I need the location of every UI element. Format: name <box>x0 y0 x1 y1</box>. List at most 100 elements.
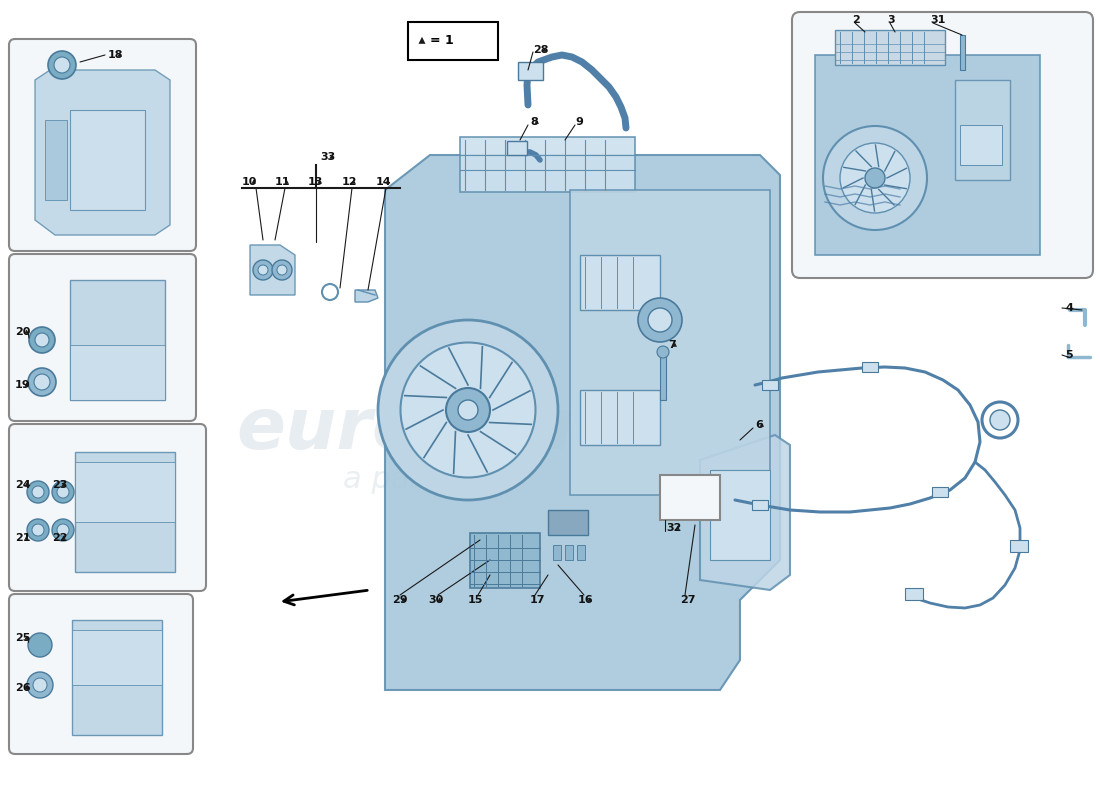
Text: 16: 16 <box>578 595 594 605</box>
Polygon shape <box>252 179 256 184</box>
Text: 2: 2 <box>852 15 860 25</box>
Bar <box>862 362 878 372</box>
Polygon shape <box>438 598 442 602</box>
Polygon shape <box>542 47 547 52</box>
Polygon shape <box>760 422 764 426</box>
Bar <box>960 125 1002 165</box>
Bar <box>660 355 666 400</box>
Bar <box>72 620 162 735</box>
Circle shape <box>446 388 490 432</box>
Bar <box>518 62 543 80</box>
Polygon shape <box>250 245 295 295</box>
Bar <box>507 141 527 155</box>
Polygon shape <box>402 598 406 602</box>
Circle shape <box>34 374 50 390</box>
Text: 23: 23 <box>52 480 67 490</box>
Bar <box>660 475 720 520</box>
Circle shape <box>52 481 74 503</box>
Text: 8: 8 <box>530 117 538 127</box>
Bar <box>70 345 165 400</box>
Bar <box>470 533 540 588</box>
Text: 29: 29 <box>392 595 408 605</box>
Text: 25: 25 <box>15 633 31 643</box>
Polygon shape <box>62 535 66 540</box>
Bar <box>580 255 660 310</box>
Circle shape <box>840 143 910 213</box>
Text: 27: 27 <box>680 595 695 605</box>
Circle shape <box>52 519 74 541</box>
Text: 11: 11 <box>275 177 290 187</box>
Text: 26: 26 <box>15 683 31 693</box>
Bar <box>45 120 67 200</box>
Polygon shape <box>700 435 790 590</box>
Bar <box>565 545 573 560</box>
Bar <box>955 80 1010 180</box>
Polygon shape <box>62 482 66 486</box>
Bar <box>70 110 145 210</box>
Circle shape <box>648 308 672 332</box>
Text: 6: 6 <box>755 420 763 430</box>
Circle shape <box>28 672 53 698</box>
Polygon shape <box>675 526 680 530</box>
Circle shape <box>54 57 70 73</box>
Text: 30: 30 <box>428 595 443 605</box>
FancyBboxPatch shape <box>9 424 206 591</box>
Polygon shape <box>285 179 289 184</box>
Circle shape <box>657 346 669 358</box>
Text: 4: 4 <box>1065 303 1072 313</box>
Bar <box>580 390 660 445</box>
Circle shape <box>28 481 50 503</box>
Bar <box>932 487 948 497</box>
Text: 31: 31 <box>930 15 945 25</box>
Circle shape <box>272 260 292 280</box>
Polygon shape <box>329 154 333 158</box>
Bar <box>960 35 965 70</box>
Bar <box>570 190 770 495</box>
Circle shape <box>378 320 558 500</box>
Text: = 1: = 1 <box>430 34 453 47</box>
Text: 20: 20 <box>15 327 31 337</box>
Text: 3: 3 <box>887 15 894 25</box>
Circle shape <box>29 327 55 353</box>
Circle shape <box>990 410 1010 430</box>
Circle shape <box>32 524 44 536</box>
Text: 13: 13 <box>308 177 323 187</box>
Bar <box>553 545 561 560</box>
Text: 32: 32 <box>666 523 681 533</box>
Text: 12: 12 <box>342 177 358 187</box>
Polygon shape <box>672 342 676 346</box>
Text: 33: 33 <box>320 152 336 162</box>
Bar <box>408 22 498 60</box>
Bar <box>1010 540 1028 552</box>
Circle shape <box>57 486 69 498</box>
Polygon shape <box>24 482 29 486</box>
Circle shape <box>35 333 50 347</box>
Circle shape <box>638 298 682 342</box>
FancyBboxPatch shape <box>9 594 192 754</box>
Circle shape <box>28 633 52 657</box>
Bar <box>75 462 175 522</box>
FancyBboxPatch shape <box>9 39 196 251</box>
Bar <box>460 137 635 192</box>
Polygon shape <box>355 290 378 302</box>
Circle shape <box>277 265 287 275</box>
Text: 18: 18 <box>108 50 123 60</box>
Polygon shape <box>35 70 170 235</box>
Polygon shape <box>24 686 29 690</box>
Text: 24: 24 <box>15 480 31 490</box>
Polygon shape <box>351 179 355 184</box>
Text: 9: 9 <box>575 117 583 127</box>
FancyBboxPatch shape <box>9 254 196 421</box>
Bar <box>75 452 175 572</box>
Bar <box>905 588 923 600</box>
Text: 14: 14 <box>376 177 392 187</box>
Text: 19: 19 <box>15 380 31 390</box>
Bar <box>72 630 162 685</box>
Bar <box>815 55 1040 255</box>
Circle shape <box>253 260 273 280</box>
Circle shape <box>28 368 56 396</box>
Circle shape <box>33 678 47 692</box>
Bar <box>548 510 588 535</box>
Circle shape <box>400 342 536 478</box>
Text: 28: 28 <box>534 45 549 55</box>
